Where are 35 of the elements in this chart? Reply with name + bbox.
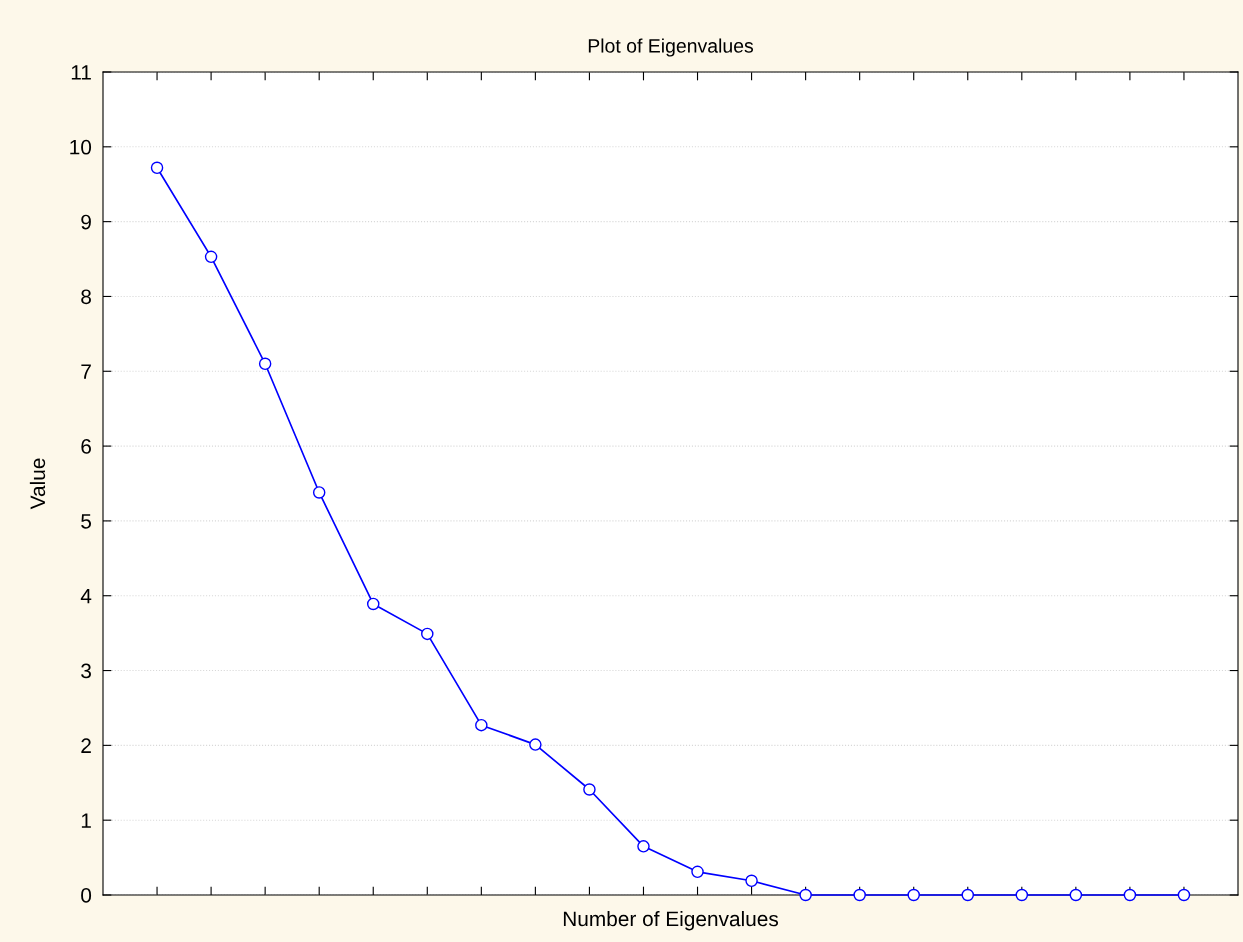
y-tick-label: 5 xyxy=(81,514,92,529)
y-tick-label: 2 xyxy=(81,738,91,753)
point xyxy=(1015,888,1029,902)
point xyxy=(691,865,704,879)
y-tick-label: 7 xyxy=(81,364,91,379)
y-tick-label: 8 xyxy=(81,289,91,305)
point xyxy=(637,840,650,853)
y-tick-label: 0 xyxy=(81,888,92,903)
y-tick-label: 6 xyxy=(81,439,91,454)
y-tick-label: 10 xyxy=(70,139,92,155)
point xyxy=(1123,888,1137,902)
point xyxy=(853,888,866,902)
y-tick-label: 9 xyxy=(81,214,91,230)
y-tick-label: 11 xyxy=(71,65,91,80)
point xyxy=(312,486,326,499)
point xyxy=(961,888,975,902)
y-tick-label: 4 xyxy=(80,588,92,604)
point xyxy=(1069,888,1083,902)
point xyxy=(204,250,218,264)
point xyxy=(258,357,272,371)
point xyxy=(475,718,488,732)
point xyxy=(745,874,758,888)
point xyxy=(583,783,596,796)
point xyxy=(529,738,542,751)
point xyxy=(799,888,812,902)
y-tick-label: 3 xyxy=(81,663,91,679)
point xyxy=(907,888,920,902)
point xyxy=(150,161,164,175)
y-tick-label: 1 xyxy=(81,813,91,828)
y-axis-title: Value xyxy=(29,458,46,510)
point xyxy=(1177,888,1191,902)
point xyxy=(366,597,380,611)
chart-title: Plot of Eigenvalues xyxy=(588,38,754,57)
x-axis-title: Number of Eigenvalues xyxy=(563,910,779,931)
point xyxy=(421,627,434,641)
